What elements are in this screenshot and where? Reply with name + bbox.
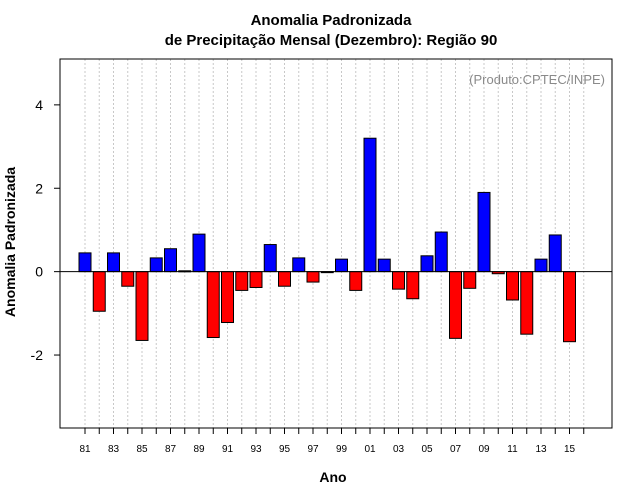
y-axis: -2 0 2 4 xyxy=(31,97,60,363)
plot-frame xyxy=(59,58,613,429)
bar-94 xyxy=(263,244,277,273)
x-tick-label: 03 xyxy=(393,444,405,455)
bar-06 xyxy=(434,231,448,273)
x-axis-title: Ano xyxy=(319,469,346,485)
x-tick-label: 97 xyxy=(307,444,319,455)
x-tick-label: 85 xyxy=(136,444,148,455)
bar-13 xyxy=(534,258,548,273)
bar-95 xyxy=(278,271,291,287)
bar-09 xyxy=(477,191,491,273)
y-axis-title: Anomalia Padronizada xyxy=(2,167,18,317)
bar-86 xyxy=(149,257,163,273)
chart-title-line-2: de Precipitação Mensal (Dezembro): Regiã… xyxy=(165,32,498,49)
x-tick-label: 09 xyxy=(478,444,490,455)
x-tick-label: 83 xyxy=(108,444,120,455)
bar-83 xyxy=(107,252,120,273)
x-tick-label: 15 xyxy=(564,444,576,455)
source-note: (Produto:CPTEC/INPE) xyxy=(469,72,605,87)
bar-04 xyxy=(406,271,420,300)
y-tick-label: 2 xyxy=(35,180,43,196)
bar-01 xyxy=(363,137,377,273)
bar-96 xyxy=(292,257,306,273)
x-tick-label: 89 xyxy=(193,444,205,455)
x-tick-label: 07 xyxy=(450,444,462,455)
bar-81 xyxy=(78,252,92,273)
x-tick-label: 13 xyxy=(535,444,547,455)
chart-title-line-1: Anomalia Padronizada xyxy=(251,12,413,29)
bar-87 xyxy=(164,248,177,273)
bar-15 xyxy=(563,271,576,343)
y-tick-label: -2 xyxy=(31,347,44,363)
bar-91 xyxy=(221,271,234,324)
bar-07 xyxy=(449,271,462,339)
x-tick-label: 99 xyxy=(336,444,348,455)
bar-00 xyxy=(349,271,363,291)
bar-97 xyxy=(306,271,320,283)
bar-82 xyxy=(92,271,106,312)
bar-05 xyxy=(420,255,434,273)
x-tick-label: 93 xyxy=(250,444,262,455)
bar-12 xyxy=(520,271,534,335)
bar-90 xyxy=(206,271,220,339)
bar-11 xyxy=(506,271,519,301)
x-tick-label: 05 xyxy=(421,444,433,455)
x-axis: 81 83 85 87 89 91 93 95 97 99 01 03 05 07 09 11 13 15 xyxy=(79,428,585,455)
x-tick-label: 81 xyxy=(79,444,91,455)
bar-14 xyxy=(548,234,562,273)
y-tick-label: 0 xyxy=(35,264,43,280)
x-tick-label: 91 xyxy=(222,444,234,455)
bar-84 xyxy=(121,271,135,287)
bar-93 xyxy=(249,271,263,288)
x-tick-label: 95 xyxy=(279,444,291,455)
bar-92 xyxy=(235,271,249,291)
bar-08 xyxy=(463,271,477,289)
y-tick-label: 4 xyxy=(35,97,43,113)
bar-89 xyxy=(192,233,206,273)
x-tick-label: 11 xyxy=(507,444,518,455)
grid-lines xyxy=(84,59,585,428)
x-tick-label: 87 xyxy=(165,444,177,455)
bar-99 xyxy=(335,258,348,273)
x-tick-label: 01 xyxy=(364,444,376,455)
bar-02 xyxy=(377,258,391,273)
bar-03 xyxy=(392,271,405,290)
bar-85 xyxy=(135,271,149,341)
